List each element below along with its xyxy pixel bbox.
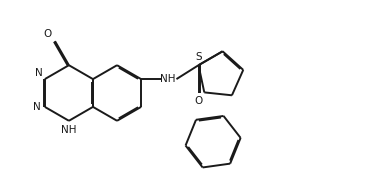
Text: N: N <box>35 68 43 78</box>
Text: NH: NH <box>160 74 175 84</box>
Text: NH: NH <box>61 125 77 135</box>
Text: S: S <box>195 52 202 62</box>
Text: O: O <box>44 29 52 39</box>
Text: N: N <box>33 102 41 112</box>
Text: O: O <box>195 96 203 106</box>
